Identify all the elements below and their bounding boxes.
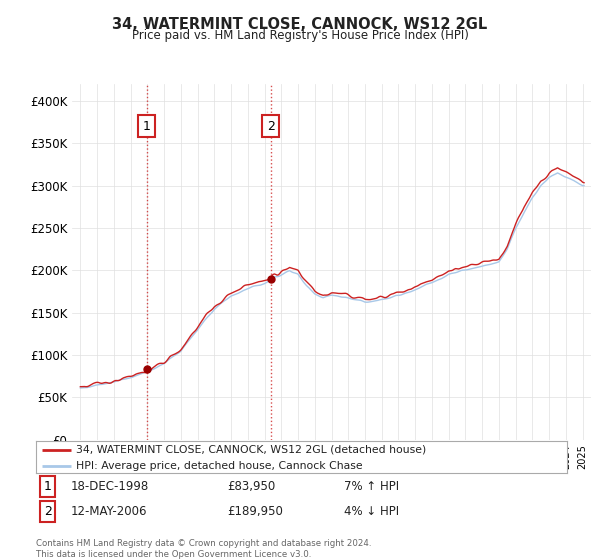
Text: 2: 2 <box>44 505 52 518</box>
Text: £83,950: £83,950 <box>227 480 275 493</box>
Text: 1: 1 <box>44 480 52 493</box>
Text: 1: 1 <box>143 120 151 133</box>
Text: 12-MAY-2006: 12-MAY-2006 <box>71 505 147 518</box>
Text: 18-DEC-1998: 18-DEC-1998 <box>71 480 149 493</box>
Text: Contains HM Land Registry data © Crown copyright and database right 2024.
This d: Contains HM Land Registry data © Crown c… <box>36 539 371 559</box>
Text: 2: 2 <box>267 120 275 133</box>
Text: Price paid vs. HM Land Registry's House Price Index (HPI): Price paid vs. HM Land Registry's House … <box>131 29 469 42</box>
Text: HPI: Average price, detached house, Cannock Chase: HPI: Average price, detached house, Cann… <box>76 461 362 471</box>
Text: 7% ↑ HPI: 7% ↑ HPI <box>344 480 399 493</box>
Text: £189,950: £189,950 <box>227 505 283 518</box>
Text: 34, WATERMINT CLOSE, CANNOCK, WS12 2GL (detached house): 34, WATERMINT CLOSE, CANNOCK, WS12 2GL (… <box>76 445 426 455</box>
Text: 4% ↓ HPI: 4% ↓ HPI <box>344 505 399 518</box>
Text: 34, WATERMINT CLOSE, CANNOCK, WS12 2GL: 34, WATERMINT CLOSE, CANNOCK, WS12 2GL <box>112 17 488 32</box>
